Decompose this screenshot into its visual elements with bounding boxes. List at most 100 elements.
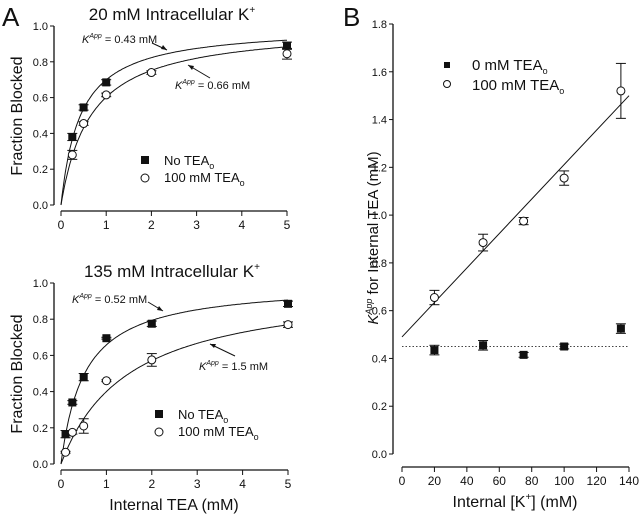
panel-b-y-tick-label: 1.4 — [372, 115, 387, 127]
panel-b-y-tick-label: 1.8 — [372, 19, 387, 31]
bottom-x-tick-label: 0 — [58, 477, 65, 491]
top-legend-circle-marker — [140, 173, 150, 183]
top-x-tick-label: 1 — [103, 218, 110, 232]
panel-b-x-tick-label: 20 — [428, 474, 442, 488]
panel-b-data-point-circle — [429, 293, 439, 303]
top-arrowhead-2 — [188, 65, 194, 70]
top-legend-entry-2: 100 mM TEAo — [164, 170, 245, 188]
panel-b-x-tick-label: 100 — [554, 474, 574, 488]
panel-b-x-tick-label: 120 — [587, 474, 607, 488]
bottom-y-tick-label: 0.6 — [33, 350, 48, 362]
panel-b-data-point-circle — [519, 216, 529, 226]
top-y-tick-label: 0.2 — [33, 164, 48, 176]
bottom-data-point-circle — [67, 427, 77, 437]
top-y-tick-label: 0.4 — [33, 128, 48, 140]
bottom-legend-square-marker — [155, 410, 163, 418]
top-panel-title: 20 mM Intracellular K+ — [89, 5, 256, 24]
top-data-point-circle — [101, 90, 111, 100]
panel-b-data-point-square — [616, 324, 625, 333]
panel-b-data-point-square — [430, 346, 439, 355]
top-fit-curve-1 — [60, 39, 287, 206]
panel-b-x-tick-label: 40 — [460, 474, 474, 488]
panel-b-y-tick-label: 0.6 — [372, 306, 387, 318]
panel-b-data-point-circle — [559, 173, 569, 183]
bottom-data-point-square — [79, 373, 88, 382]
top-arrowhead-1 — [161, 45, 167, 50]
bottom-data-point-circle — [101, 376, 111, 386]
bottom-data-point-circle — [61, 447, 71, 457]
top-data-point-circle — [67, 150, 77, 160]
bottom-x-tick-label: 5 — [285, 477, 292, 491]
panel-b-x-tick-label: 140 — [619, 474, 639, 488]
panel-b-legend-entry-1: 0 mM TEAo — [472, 57, 548, 76]
bottom-data-point-square — [284, 299, 292, 308]
top-y-tick-label: 0.6 — [33, 93, 48, 105]
top-x-tick-label: 0 — [58, 218, 65, 232]
bottom-data-point-square — [102, 334, 111, 343]
bottom-x-axis-label: Internal TEA (mM) — [109, 497, 239, 514]
bottom-legend-entry-1: No TEAo — [178, 407, 228, 425]
panel-b-data-point-square — [560, 342, 569, 351]
top-y-axis-label: Fraction Blocked — [9, 56, 26, 175]
panel-b-legend-square-marker — [444, 62, 450, 68]
top-data-point-square — [102, 78, 111, 87]
panel-b-y-tick-label: 0.8 — [372, 258, 387, 270]
top-x-tick-label: 4 — [238, 218, 245, 232]
bottom-x-tick-label: 4 — [239, 477, 246, 491]
panel-b-data-point-square — [479, 341, 488, 350]
bottom-y-tick-label: 0.4 — [33, 387, 48, 399]
top-x-tick-label: 2 — [148, 218, 155, 232]
bottom-data-point-square — [147, 319, 156, 328]
panel-b-fit-line — [401, 95, 630, 338]
top-data-point-square — [79, 103, 88, 112]
top-kapp-annotation-2: KApp = 0.66 mM — [175, 79, 250, 92]
bottom-arrowhead-2 — [210, 344, 216, 348]
panel-b-data-point-circle — [616, 86, 626, 96]
bottom-x-tick-label: 3 — [194, 477, 201, 491]
bottom-panel-title: 135 mM Intracellular K+ — [84, 262, 260, 281]
top-data-point-circle — [146, 68, 156, 78]
bottom-legend-circle-marker — [154, 427, 164, 437]
panel-b-y-tick-label: 0.2 — [372, 401, 387, 413]
bottom-legend-entry-2: 100 mM TEAo — [178, 424, 259, 442]
top-y-tick-label: 0.8 — [33, 57, 48, 69]
top-legend-entry-1: No TEAo — [164, 153, 214, 171]
top-data-point-circle — [282, 49, 292, 59]
bottom-data-point-circle — [147, 355, 157, 365]
bottom-fit-curve-2 — [60, 324, 289, 465]
top-fit-curve-2 — [60, 46, 288, 206]
bottom-x-tick-label: 1 — [103, 477, 110, 491]
top-legend-square-marker — [141, 156, 149, 164]
panel-b-legend-circle-marker — [443, 80, 451, 88]
panel-b-x-tick-label: 60 — [493, 474, 507, 488]
top-data-point-square — [68, 132, 77, 141]
panel-b-data-point-circle — [478, 238, 488, 248]
top-x-tick-label: 3 — [193, 218, 200, 232]
bottom-arrowhead-1 — [157, 306, 163, 311]
top-x-tick-label: 5 — [284, 218, 291, 232]
panel-b-y-tick-label: 1.0 — [372, 210, 387, 222]
bottom-y-axis-label: Fraction Blocked — [9, 314, 26, 433]
bottom-y-tick-label: 0.8 — [33, 314, 48, 326]
bottom-fit-curve-1 — [60, 299, 288, 465]
panel-b-y-tick-label: 0.0 — [372, 449, 387, 461]
bottom-data-point-circle — [79, 421, 89, 431]
panel-b-data-point-square — [519, 350, 528, 359]
bottom-y-tick-label: 0.0 — [33, 459, 48, 471]
panel-b-y-tick-label: 0.4 — [372, 353, 387, 365]
bottom-data-point-circle — [283, 320, 293, 330]
panel-b-x-axis-label: Internal [K+] (mM) — [453, 492, 578, 511]
bottom-data-point-square — [68, 398, 77, 407]
panel-b-legend-entry-2: 100 mM TEAo — [472, 77, 564, 96]
bottom-x-tick-label: 2 — [148, 477, 155, 491]
panel-label-b: B — [343, 2, 360, 32]
bottom-data-point-square — [61, 430, 70, 439]
top-data-point-square — [283, 41, 291, 50]
top-kapp-annotation-1: KApp = 0.43 mM — [82, 33, 157, 46]
panel-b-y-axis-label: KApp for Internal TEA (mM) — [364, 151, 382, 324]
top-data-point-circle — [79, 119, 89, 129]
panel-b-x-tick-label: 0 — [399, 474, 406, 488]
bottom-y-tick-label: 1.0 — [33, 278, 48, 290]
bottom-kapp-annotation-1: KApp = 0.52 mM — [72, 293, 147, 306]
